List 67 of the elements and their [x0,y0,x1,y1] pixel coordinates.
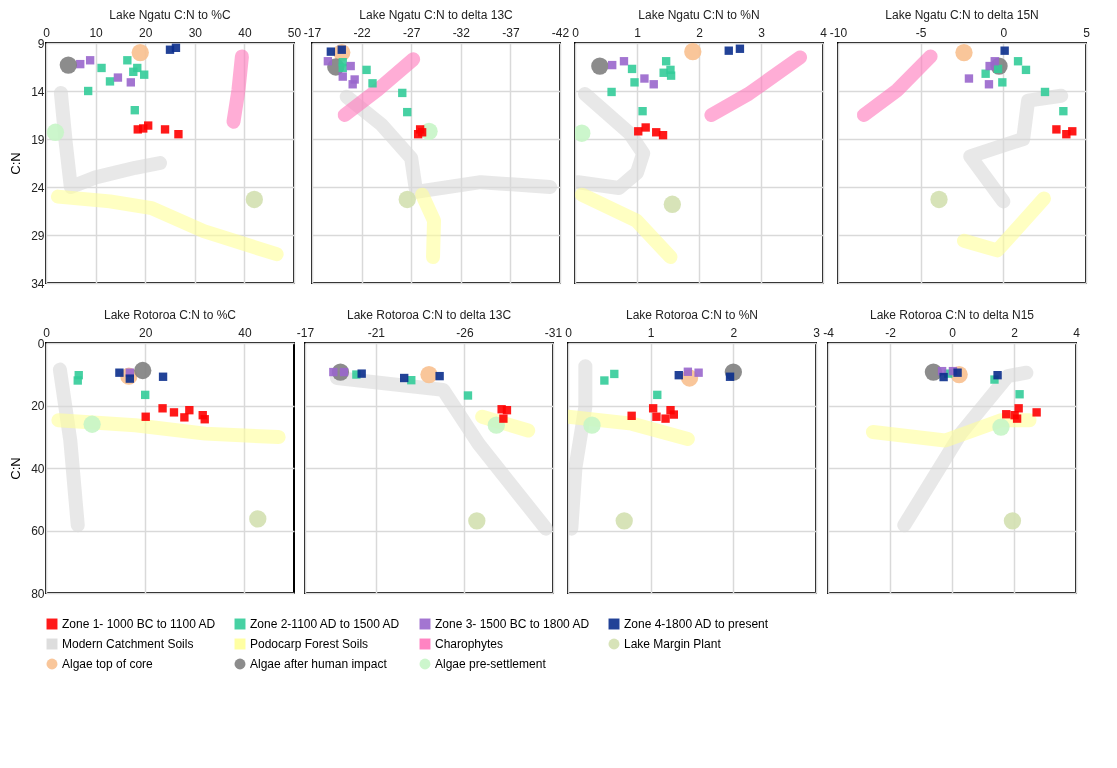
legend-label: Zone 3- 1500 BC to 1800 AD [435,617,590,631]
x-tick-label: -17 [303,25,322,40]
x-tick-label: -22 [353,25,372,40]
chart-title: Lake Rotoroa C:N to %N [625,308,759,322]
y-tick-label: 14 [31,84,45,99]
y-tick-label: 40 [31,461,45,476]
y-tick-label: 19 [31,132,45,147]
x-tick-label: 20 [139,25,153,40]
chart-title: Lake Ngatu C:N to delta 13C [359,8,514,22]
x-tick-label: 2 [1011,325,1019,340]
y-tick-label: 9 [37,36,45,51]
chart-title: Lake Ngatu C:N to %C [109,8,232,22]
x-tick-label: 0 [1000,25,1008,40]
chart-title: Lake Rotoroa C:N to delta 13C [346,308,512,322]
y-tick-label: 29 [31,228,45,243]
chart-title: Lake Rotoroa C:N to delta N15 [869,308,1035,322]
x-tick-label: 3 [813,325,821,340]
x-tick-label: -17 [296,325,315,340]
x-tick-label: 2 [696,25,704,40]
chart-title: Lake Ngatu C:N to delta 15N [885,8,1039,22]
x-tick-label: 10 [89,25,104,40]
x-tick-label: -10 [829,25,848,40]
x-tick-label: 50 [287,25,302,40]
x-tick-label: -26 [456,325,474,340]
x-tick-label: 0 [949,325,957,340]
y-tick-label: 0 [37,336,45,351]
y-tick-label: 24 [31,180,45,195]
x-tick-label: -4 [823,325,835,340]
legend-label: Zone 4-1800 AD to present [624,617,769,631]
legend-label: Zone 1- 1000 BC to 1100 AD [62,617,216,631]
x-tick-label: -31 [544,325,563,340]
x-tick-label: -5 [915,25,927,40]
legend-label: Charophytes [435,637,504,651]
x-tick-label: 1 [647,325,655,340]
legend-label: Zone 2-1100 AD to 1500 AD [250,617,400,631]
x-tick-label: 4 [820,25,828,40]
x-tick-label: -21 [367,325,386,340]
y-axis-title: C:N [7,152,23,175]
chart-title: Lake Rotoroa C:N to %C [103,308,237,322]
legend-label: Modern Catchment Soils [62,637,194,651]
y-tick-label: 20 [31,399,45,413]
x-tick-label: 3 [758,25,766,40]
x-tick-label: -32 [452,25,471,40]
x-tick-label: 2 [730,325,738,340]
y-tick-label: 80 [31,586,45,601]
y-tick-label: 60 [31,524,45,538]
x-tick-label: 20 [139,325,153,340]
x-tick-label: 1 [634,25,642,40]
x-tick-label: 40 [238,325,252,340]
x-tick-label: 40 [238,25,252,40]
legend-label: Algae top of core [62,657,154,671]
legend-label: Podocarp Forest Soils [250,637,369,651]
x-tick-label: 5 [1083,25,1091,40]
x-tick-label: 4 [1073,325,1081,340]
x-tick-label: -42 [551,25,570,40]
x-tick-label: -27 [403,25,421,40]
y-tick-label: 34 [31,276,45,291]
x-tick-label: -2 [885,325,897,340]
x-tick-label: -37 [502,25,520,40]
y-axis-title: C:N [7,457,23,480]
x-tick-label: 0 [565,325,573,340]
legend-label: Algae pre-settlement [435,657,547,671]
chart-title: Lake Ngatu C:N to %N [638,8,760,22]
x-tick-label: 0 [572,25,580,40]
legend-label: Lake Margin Plant [624,637,722,651]
legend-label: Algae after human impact [250,657,388,671]
x-tick-label: 30 [188,25,203,40]
